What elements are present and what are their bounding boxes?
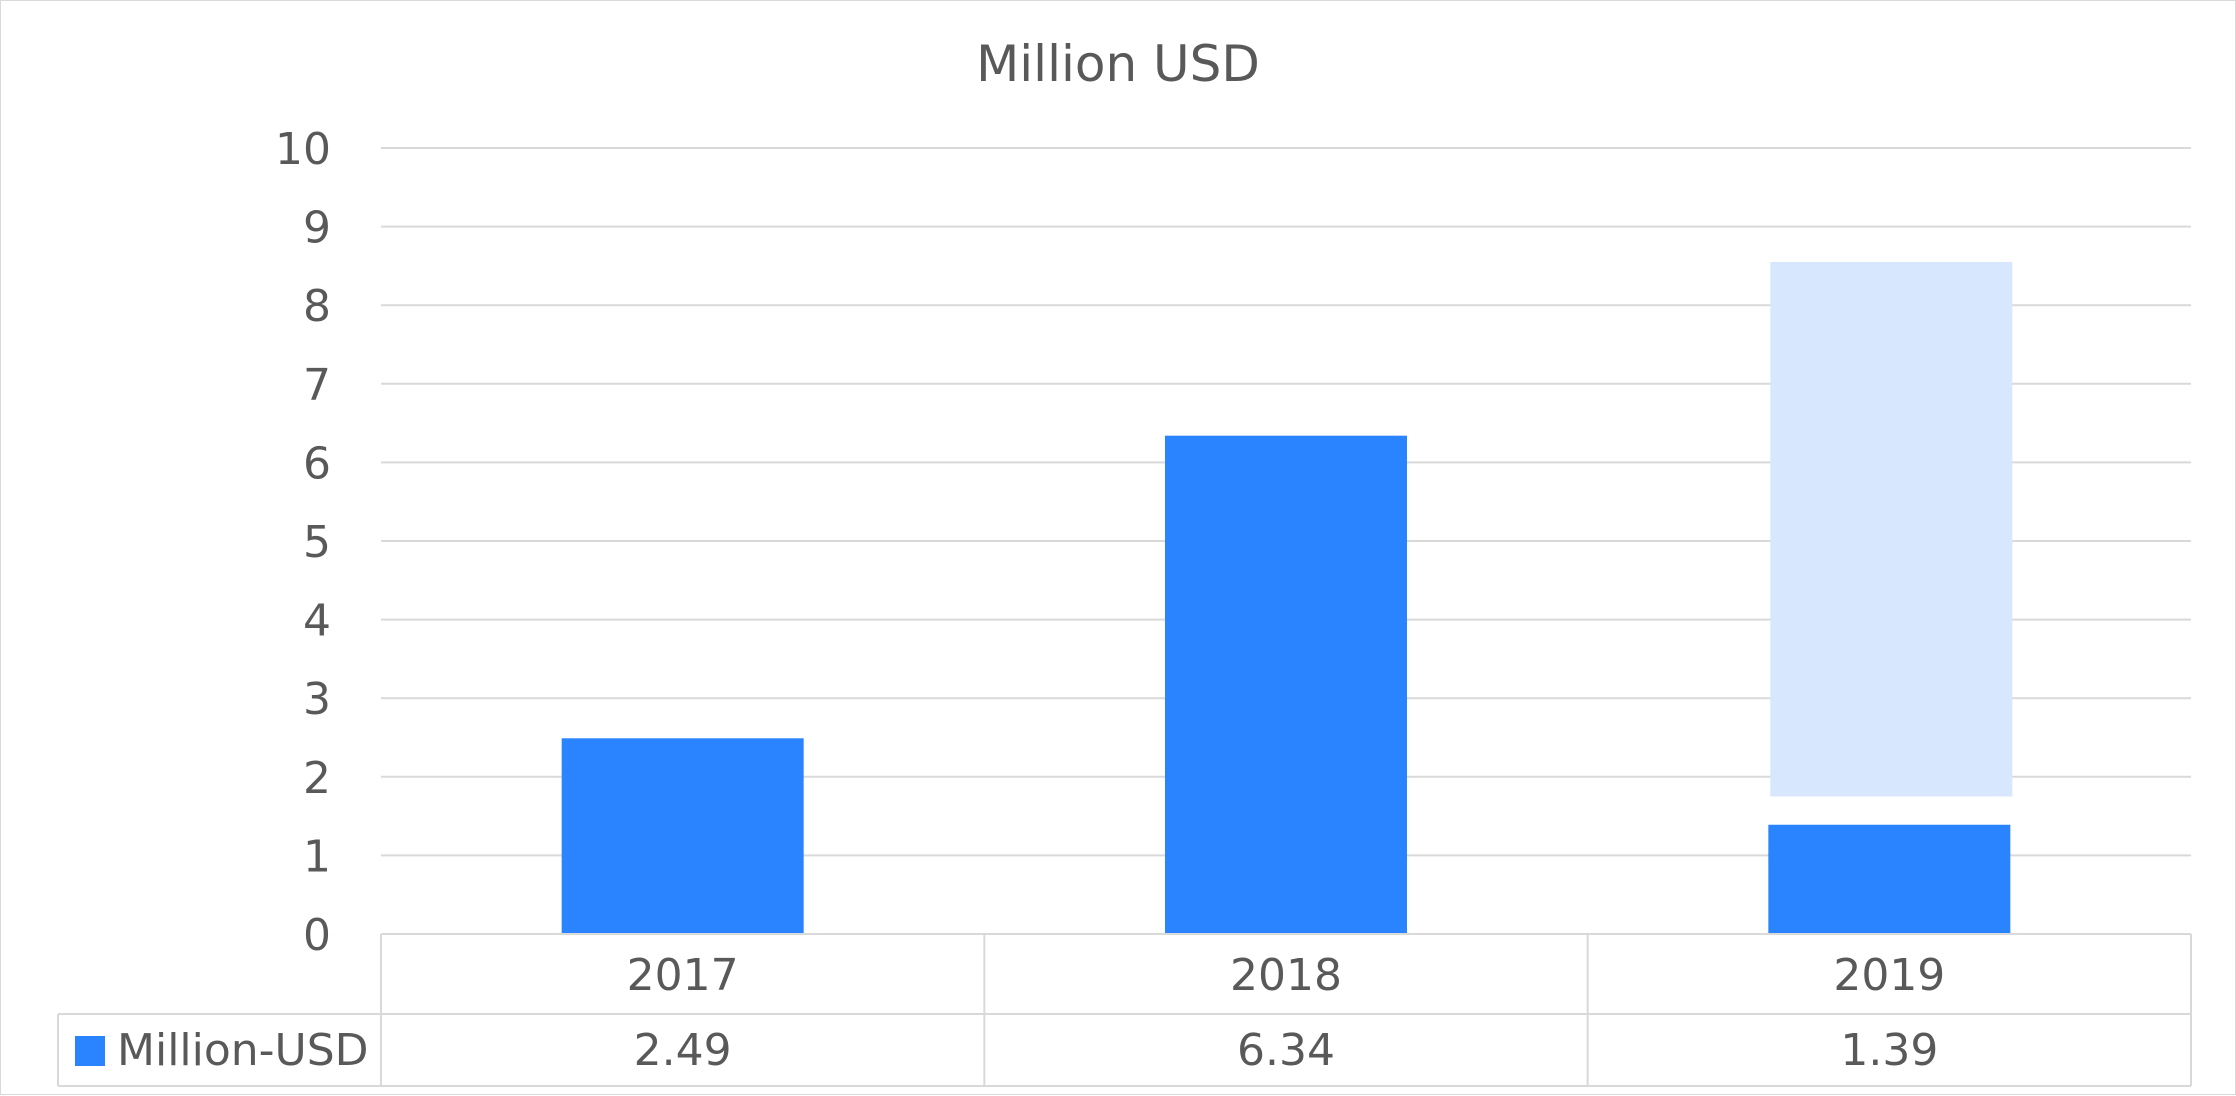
legend-swatch	[75, 1036, 105, 1066]
highlight-range	[1770, 261, 2013, 797]
y-tick-label: 3	[303, 674, 331, 725]
legend-label: Million-USD	[117, 1025, 369, 1076]
data-label-2018: 6.34	[1237, 1025, 1335, 1076]
bars	[561, 435, 2011, 934]
y-tick-label: 0	[303, 910, 331, 961]
bar-2018	[1165, 435, 1407, 934]
highlight-band-2019	[1770, 261, 2013, 797]
y-tick-label: 9	[303, 203, 331, 254]
y-tick-label: 1	[303, 831, 331, 882]
y-tick-label: 10	[275, 124, 331, 175]
bar-2017	[561, 738, 804, 934]
y-tick-label: 5	[303, 517, 331, 568]
data-label-2019: 1.39	[1840, 1025, 1938, 1076]
y-tick-label: 7	[303, 360, 331, 411]
y-tick-label: 6	[303, 438, 331, 489]
y-axis-ticks: 0 1 2 3 4 5 6 7 8 9 10	[275, 124, 331, 961]
y-tick-label: 4	[303, 596, 331, 647]
category-label-2019: 2019	[1833, 950, 1945, 1001]
y-tick-label: 8	[303, 281, 331, 332]
data-label-2017: 2.49	[634, 1025, 732, 1076]
category-label-2018: 2018	[1230, 950, 1342, 1001]
category-label-2017: 2017	[627, 950, 739, 1001]
data-table: 2017 2.49 2018 6.34 2019 1.39 Million-USD	[57, 933, 2192, 1087]
chart-title: Million USD	[976, 35, 1260, 93]
bar-2019	[1768, 824, 2011, 934]
y-tick-label: 2	[303, 753, 331, 804]
